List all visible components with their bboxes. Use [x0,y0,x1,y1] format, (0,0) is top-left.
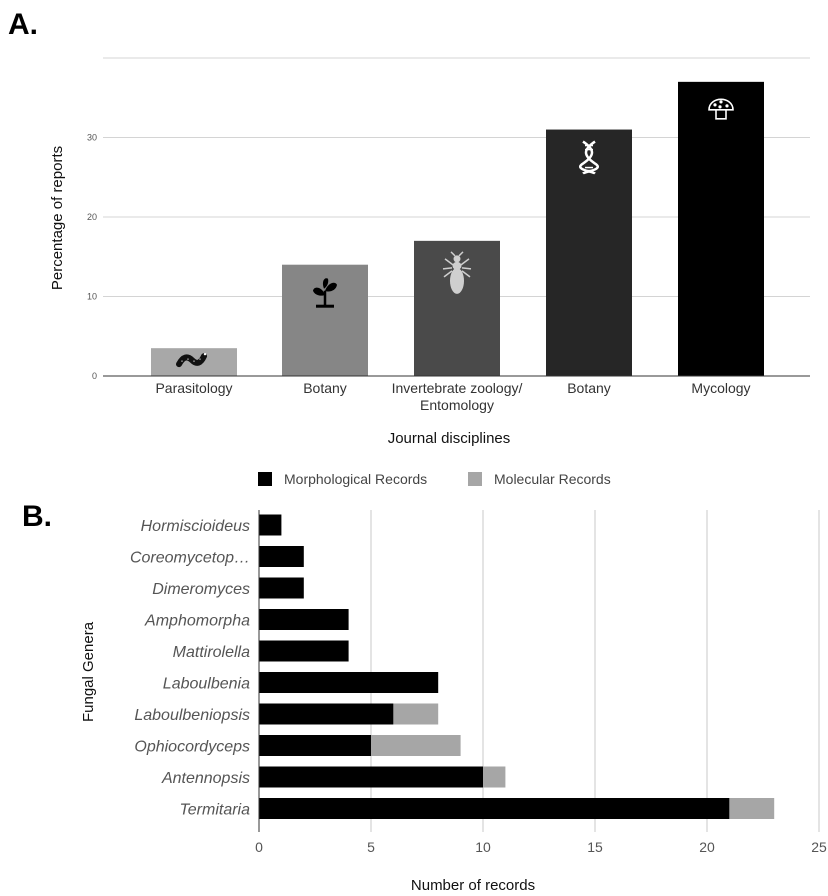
chart-a-y-tick-label: 0 [92,371,97,381]
chart-b-bar-morphological [259,546,304,567]
chart-b-genus-label: Laboulbenia [163,676,250,693]
chart-b-x-tick-label: 20 [699,839,715,855]
chart-b-y-axis-title: Fungal Genera [80,621,97,722]
chart-b-x-tick-label: 25 [811,839,827,855]
chart-a-y-ticks: 0 10 20 30 [87,133,97,382]
chart-b-bar-molecular [393,703,439,725]
chart-b-bar-molecular [729,798,775,819]
chart-b-genus-label: Ophiocordyceps [134,739,250,756]
worm-icon [176,352,207,368]
chart-b-bar-morphological [259,766,483,788]
chart-a-x-tick-labels: Parasitology Botany Invertebrate zoology/E… [155,380,750,413]
chart-b-x-tick-label: 15 [587,839,603,855]
chart-a-category-label: Invertebrate zoology/ [392,380,523,396]
chart-b-bar-morphological [259,577,304,599]
legend-swatch-molecular [468,472,482,486]
chart-b-bar-morphological [259,609,349,630]
panel-a-label: A. [8,8,38,41]
chart-b-bars [259,514,775,819]
chart-a-journal-disciplines: A. 0 10 20 30 Parasitology Botany Invertebrat… [8,8,810,447]
legend-label-molecular: Molecular Records [494,471,611,487]
dna-helix-icon [579,140,599,175]
chart-b-fungal-genera: B. Morphological Records Molecular Recor… [22,471,827,894]
chart-b-genus-labels: Hormiscioideus Coreomycetop… Dimeromyces Am… [130,518,250,819]
chart-a-bar-4 [546,129,632,376]
chart-b-genus-label: Mattirolella [173,644,250,661]
chart-a-category-label: Mycology [691,380,750,396]
chart-a-bar-5 [678,81,764,376]
chart-b-genus-label: Laboulbeniopsis [134,707,250,724]
chart-b-x-tick-label: 10 [475,839,491,855]
legend-swatch-morphological [258,472,272,486]
mushroom-icon [708,98,734,120]
chart-b-bar-morphological [259,514,282,536]
chart-a-y-tick-label: 20 [87,212,97,222]
chart-a-category-label: Botany [303,380,347,396]
chart-b-bar-morphological [259,798,730,819]
chart-b-bar-molecular [371,735,461,756]
chart-a-bar-icons [176,98,734,368]
chart-a-category-label: Parasitology [155,380,232,396]
chart-b-x-axis-title: Number of records [411,877,535,894]
chart-b-genus-label: Hormiscioideus [141,518,250,535]
termite-icon [442,251,472,294]
chart-a-y-axis-title: Percentage of reports [49,146,66,290]
chart-a-category-label: Botany [567,380,611,396]
chart-b-legend: Morphological Records Molecular Records [258,471,611,487]
plant-sprout-icon [313,278,337,308]
chart-b-bar-morphological [259,640,349,662]
chart-b-bar-morphological [259,735,371,756]
chart-b-genus-label: Termitaria [179,802,250,819]
chart-b-genus-label: Coreomycetop… [130,550,250,567]
chart-a-x-axis-title: Journal disciplines [388,430,511,447]
legend-label-morphological: Morphological Records [284,471,427,487]
chart-a-category-label: Entomology [420,397,494,413]
chart-b-genus-label: Amphomorpha [144,613,250,630]
chart-a-bars [151,81,764,376]
chart-b-bar-morphological [259,672,439,693]
chart-b-x-tick-label: 5 [367,839,375,855]
chart-b-genus-label: Dimeromyces [152,581,250,598]
chart-b-x-ticks: 0 5 10 15 20 25 [255,839,827,855]
chart-b-x-tick-label: 0 [255,839,263,855]
chart-b-bar-molecular [483,766,506,788]
chart-a-y-tick-label: 30 [87,133,97,143]
chart-b-bar-morphological [259,703,394,725]
chart-a-y-tick-label: 10 [87,292,97,302]
panel-b-label: B. [22,500,52,533]
chart-b-genus-label: Antennopsis [161,770,250,787]
